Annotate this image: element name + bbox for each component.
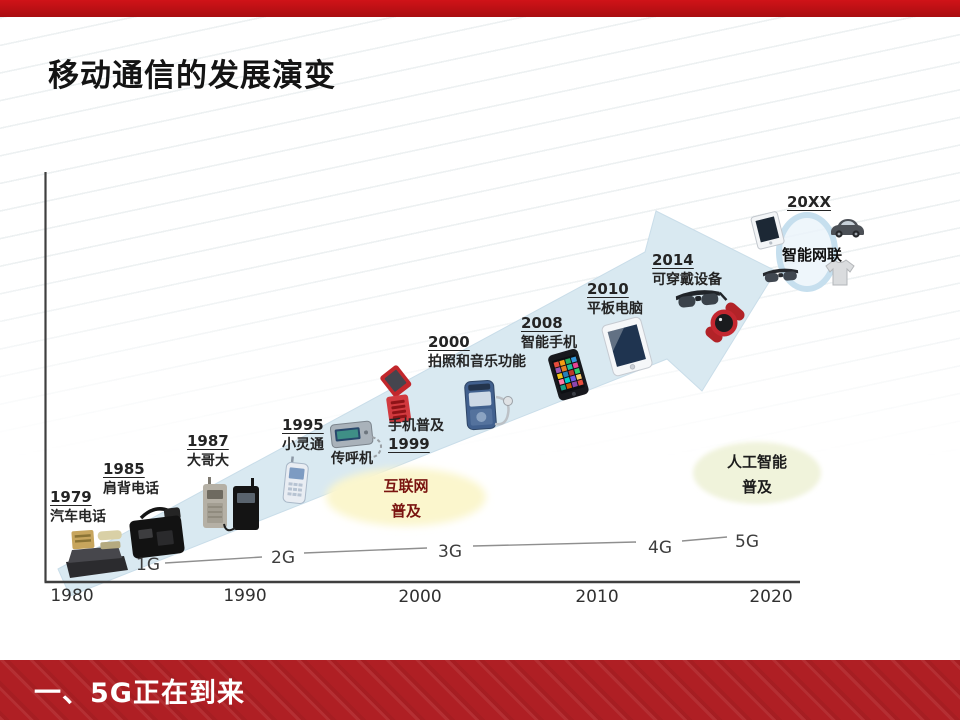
milestone-year: 1979 — [50, 488, 92, 506]
milestone-year: 2010 — [587, 280, 629, 298]
milestone-year: 1999 — [388, 435, 430, 453]
footer-section-title: 一、5G正在到来 — [34, 677, 245, 709]
tablet-icon — [601, 316, 653, 377]
milestone-year: 1995 — [282, 416, 324, 434]
milestone-label: 手机普及 — [388, 418, 444, 434]
milestone-label: 拍照和音乐功能 — [428, 354, 526, 370]
internet-bubble-text: 互联网 普及 — [383, 474, 428, 524]
milestone-year: 1987 — [187, 432, 229, 450]
milestone-1999: 手机普及 1999 — [388, 415, 444, 453]
milestone-year: 2008 — [521, 314, 563, 332]
milestone-2000: 2000 拍照和音乐功能 — [428, 333, 526, 371]
ring-glasses-icon — [762, 268, 799, 283]
milestone-2010: 2010 平板电脑 — [587, 280, 643, 318]
ai-bubble-text: 人工智能 普及 — [727, 450, 787, 500]
pager-icon — [329, 420, 382, 459]
internet-bubble-line2: 普及 — [390, 502, 422, 520]
milestone-label: 汽车电话 — [50, 509, 106, 525]
gen-label-3g: 3G — [438, 542, 462, 562]
earphone-cord — [494, 395, 510, 426]
milestone-label: 传呼机 — [331, 451, 373, 467]
ring-tablet-icon — [750, 211, 785, 250]
milestone-pager: 传呼机 — [331, 448, 373, 468]
page-title: 移动通信的发展演变 — [48, 58, 336, 94]
milestone-1985: 1985 肩背电话 — [103, 460, 159, 498]
gen-label-2g: 2G — [271, 548, 295, 568]
ring-car-icon — [831, 219, 864, 238]
milestone-1987: 1987 大哥大 — [187, 432, 229, 470]
axis-year-2010: 2010 — [575, 587, 619, 607]
footer-bar: 一、5G正在到来 — [0, 660, 960, 720]
internet-bubble — [326, 468, 486, 526]
ai-bubble-line2: 普及 — [741, 478, 773, 496]
axis-year-2000: 2000 — [398, 587, 442, 607]
milestone-1995: 1995 小灵通 — [282, 416, 324, 454]
smart-glasses-icon — [675, 290, 728, 308]
car-phone-icon — [66, 530, 128, 578]
milestone-1979: 1979 汽车电话 — [50, 488, 106, 526]
connected-ring-label: 智能网联 — [782, 246, 843, 264]
phs-phone-icon — [282, 456, 309, 505]
generation-connector-lines — [164, 536, 728, 564]
ai-bubble — [693, 442, 821, 504]
milestone-20xx: 20XX — [787, 193, 831, 211]
milestone-2014: 2014 可穿戴设备 — [652, 251, 722, 289]
music-phone-icon — [464, 379, 513, 431]
smartphone-icon — [548, 348, 589, 401]
milestone-year: 1985 — [103, 460, 145, 478]
milestone-label: 大哥大 — [187, 453, 229, 469]
shoulder-phone-icon — [129, 507, 185, 559]
app-grid — [553, 356, 584, 391]
ring-shirt-icon — [825, 259, 855, 286]
milestone-label: 平板电脑 — [587, 301, 643, 317]
axis-year-1990: 1990 — [223, 586, 267, 606]
axis-year-2020: 2020 — [749, 587, 793, 607]
smart-watch-icon — [705, 302, 745, 343]
milestone-year: 20XX — [787, 193, 832, 211]
top-red-bar — [0, 0, 960, 17]
axis-year-1980: 1980 — [50, 586, 94, 606]
milestone-year: 2000 — [428, 333, 470, 351]
ai-bubble-line1: 人工智能 — [726, 453, 788, 471]
brick-phones-icon — [203, 477, 259, 532]
gen-label-5g: 5G — [735, 532, 759, 552]
milestone-label: 智能手机 — [521, 335, 577, 351]
milestone-2008: 2008 智能手机 — [521, 314, 577, 352]
earbud — [503, 396, 513, 406]
gen-label-4g: 4G — [648, 538, 672, 558]
milestone-year: 2014 — [652, 251, 694, 269]
milestone-label: 小灵通 — [282, 437, 324, 453]
milestone-label: 肩背电话 — [103, 481, 159, 497]
flip-phone-icon — [380, 365, 412, 424]
milestone-label: 可穿戴设备 — [652, 272, 722, 288]
internet-bubble-line1: 互联网 — [383, 477, 429, 495]
gen-label-1g: 1G — [136, 555, 160, 575]
